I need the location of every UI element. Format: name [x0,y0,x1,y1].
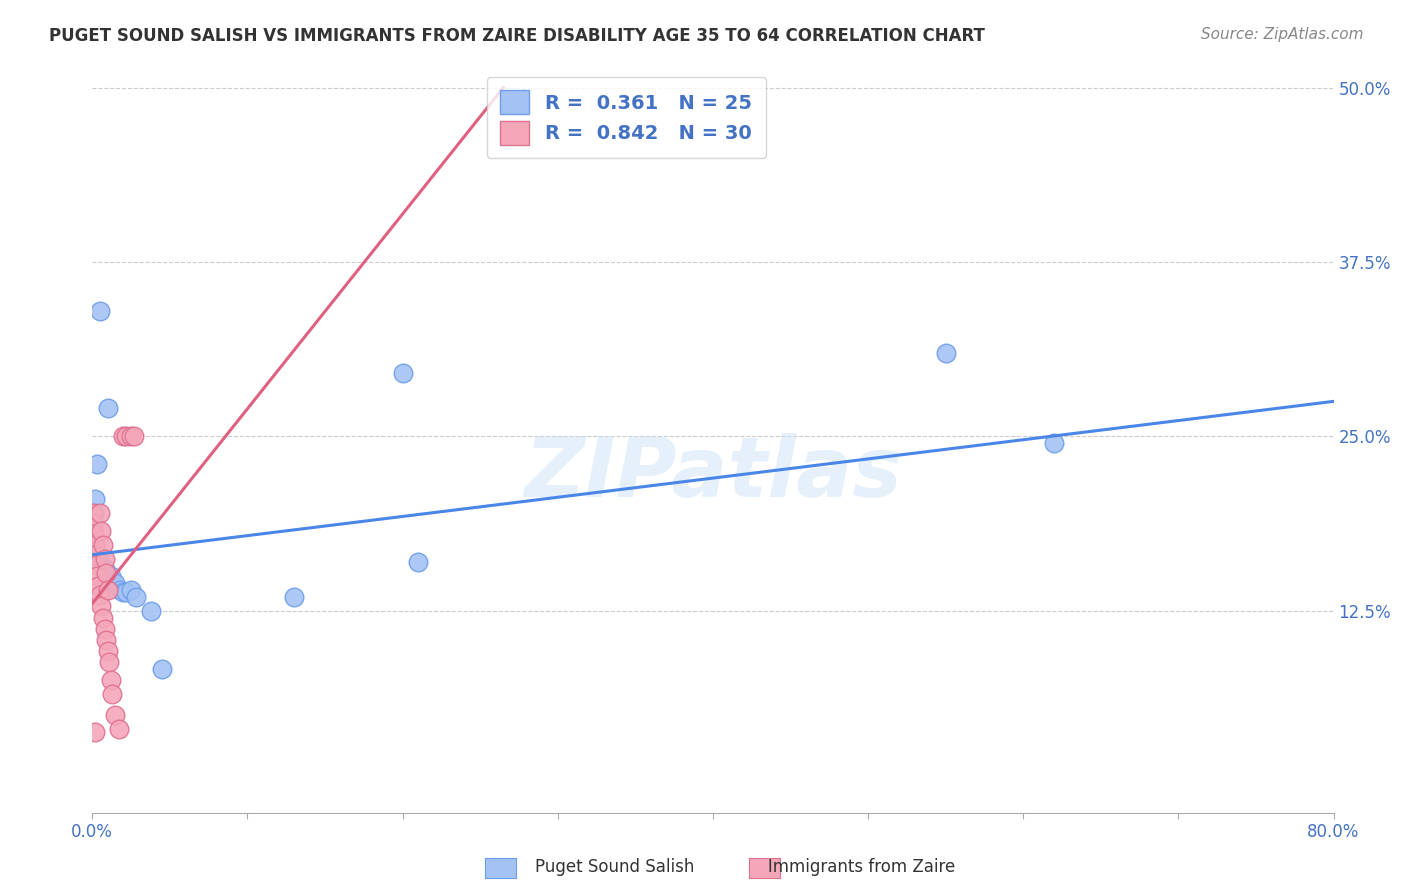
Point [112,429,135,443]
Point [115,429,138,443]
Point [89,303,111,318]
Point [124,590,146,604]
Point [90,524,112,538]
Point [89,506,111,520]
Point [82,506,104,520]
Point [1043,436,1066,450]
Point [86,548,108,562]
Point [104,708,127,723]
Point [104,575,127,590]
Point [86,568,108,582]
Point [150,662,173,676]
Point [283,590,305,604]
Point [89,555,111,569]
Point [83,538,105,552]
Point [107,722,129,736]
Point [935,345,957,359]
Text: PUGET SOUND SALISH VS IMMIGRANTS FROM ZAIRE DISABILITY AGE 35 TO 64 CORRELATION : PUGET SOUND SALISH VS IMMIGRANTS FROM ZA… [49,27,986,45]
Point [94,632,117,647]
Point [100,673,122,688]
Text: ZIPatlas: ZIPatlas [524,434,901,515]
Point [120,429,142,443]
Point [406,555,429,569]
Point [83,506,105,520]
Point [97,401,120,416]
Text: Puget Sound Salish              Immigrants from Zaire: Puget Sound Salish Immigrants from Zaire [451,858,955,876]
Point [93,622,115,636]
Point [94,566,117,580]
Point [93,552,115,566]
Point [98,655,121,669]
Point [84,725,107,739]
Point [90,599,112,614]
Point [120,582,142,597]
Point [122,429,145,443]
Point [91,538,114,552]
Point [101,687,124,701]
Text: Source: ZipAtlas.com: Source: ZipAtlas.com [1201,27,1364,42]
Point [82,520,104,534]
Point [108,582,131,597]
Point [115,585,138,599]
Point [83,527,105,541]
Point [84,491,107,506]
Point [82,516,104,530]
Point [100,568,122,582]
Point [86,457,108,471]
Point [97,582,120,597]
Point [91,610,114,624]
Point [391,367,413,381]
Point [84,558,107,572]
Point [89,588,111,602]
Point [112,585,135,599]
Point [97,644,120,658]
Point [84,548,107,562]
Point [93,562,115,576]
Point [87,578,110,592]
Point [83,530,105,544]
Point [139,604,162,618]
Legend: R =  0.361   N = 25, R =  0.842   N = 30: R = 0.361 N = 25, R = 0.842 N = 30 [486,77,766,158]
Point [84,541,107,555]
